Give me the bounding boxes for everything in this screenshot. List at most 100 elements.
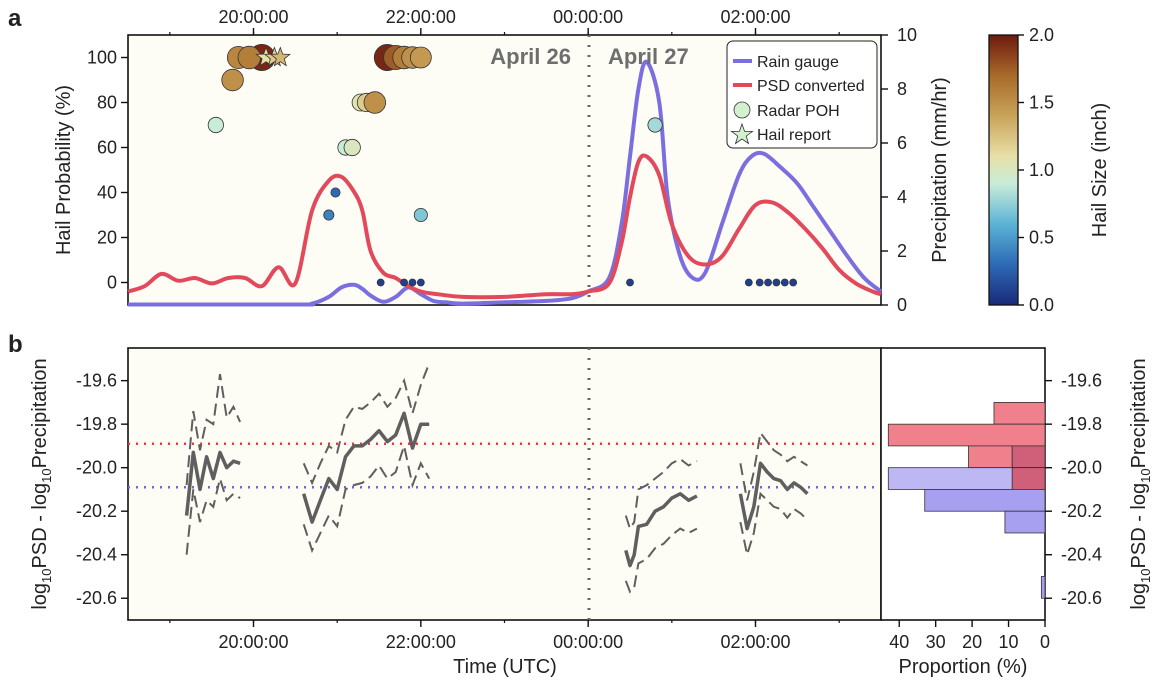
histogram-bars: [887, 401, 1046, 599]
tick-label: -19.8: [1061, 414, 1102, 434]
radar-poh-point: [626, 278, 634, 287]
radar-poh-point: [647, 117, 663, 133]
date-label-april-27: April 27: [608, 44, 689, 69]
histogram-bar-rain: [1040, 576, 1046, 599]
tick-label: 20: [97, 228, 117, 248]
radar-poh-point: [400, 278, 409, 287]
panel-b-letter: b: [8, 331, 23, 358]
histogram-bar-overlap: [1011, 445, 1046, 469]
radar-poh-point: [780, 278, 789, 287]
upper-bound-line: [302, 362, 431, 486]
histogram-bar-rain: [1004, 510, 1046, 534]
panel-a-left-ylabel: Hail Probability (%): [53, 85, 75, 255]
legend-label-hail-report: Hail report: [757, 127, 831, 144]
radar-poh-point: [221, 68, 244, 92]
histogram-axes: 40 30 20 10 0 -19.6 -19.8 -20.0 -20.2 -20.4 -20.6: [889, 371, 1102, 652]
panel-a-right-ylabel: Precipitation (mm/hr): [929, 77, 951, 263]
radar-poh-point: [416, 278, 425, 287]
radar-poh-point: [363, 91, 387, 114]
tick-label: 8: [897, 79, 907, 99]
tick-label: 22:00:00: [386, 632, 456, 652]
tick-label: 60: [97, 138, 117, 158]
legend-swatch-radar-poh: [733, 101, 751, 119]
panel-a-right-axis: 0 2 4 6 8 10: [881, 25, 917, 315]
tick-label: 80: [97, 93, 117, 113]
tick-label: 2: [897, 241, 907, 261]
tick-label: -20.0: [1061, 458, 1102, 478]
tick-label: -20.4: [76, 545, 117, 565]
histogram-bar-psd: [887, 423, 1046, 447]
radar-poh-point: [413, 207, 428, 222]
tick-label: -20.6: [1061, 588, 1102, 608]
histogram-bar-overlap: [1011, 467, 1046, 490]
tick-label: -19.6: [1061, 371, 1102, 391]
radar-poh-point: [237, 45, 262, 70]
tick-label: 2.0: [1029, 25, 1054, 45]
tick-label: 00:00:00: [553, 632, 623, 652]
tick-label: 6: [897, 133, 907, 153]
panel-b-xlabel: Time (UTC): [453, 656, 557, 678]
upper-bound-line: [185, 373, 242, 486]
tick-label: -20.6: [76, 588, 117, 608]
legend-label-radar-poh: Radar POH: [757, 103, 840, 120]
legend-label-psd-converted: PSD converted: [757, 78, 865, 95]
date-label-april-26: April 26: [490, 44, 571, 69]
tick-label: -20.2: [76, 501, 117, 521]
panel-b-reference-lines: [128, 442, 881, 489]
panel-a: April 26 April 27 0 20 40 60 80 100 0 2 4 6 8 10 2…: [53, 7, 951, 315]
radar-poh-point: [764, 278, 772, 287]
histogram-panel: 40 30 20 10 0-19.6-19.8-20.0-20.2-20.4-20.6 …: [880, 347, 1153, 678]
lower-bound-line: [739, 491, 809, 555]
tick-label: 1.0: [1029, 160, 1054, 180]
panel-b-ylabel: log10PSD - log10Precipitation: [29, 358, 54, 609]
radar-poh-point: [409, 46, 432, 69]
tick-label: 30: [926, 632, 946, 652]
tick-label: 1.5: [1029, 93, 1054, 113]
histogram-bar-psd: [993, 401, 1046, 425]
colorbar-ticks: 0.0 0.5 1.0 1.5 2.0: [1018, 25, 1054, 315]
tick-label: -19.6: [76, 371, 117, 391]
radar-poh-point: [755, 278, 764, 287]
panel-a-series-layer: [127, 59, 883, 307]
radar-poh-point: [330, 187, 341, 198]
panel-b-series-layer: [184, 362, 809, 594]
colorbar-gradient: [988, 34, 1019, 306]
histogram-ylabel: log10PSD - log10Precipitation: [1128, 358, 1153, 609]
tick-label: 22:00:00: [386, 7, 456, 27]
tick-label: 100: [87, 48, 117, 68]
panel-b: -19.6-19.8-20.0-20.2-20.4-20.6 20:00:00 2…: [29, 347, 882, 678]
tick-label: 0: [107, 273, 117, 293]
panel-b-bottom-axis: 20:00:00 22:00:00 00:00:00 02:00:00: [169, 620, 840, 652]
tick-label: 0.5: [1029, 228, 1054, 248]
colorbar: 0.0 0.5 1.0 1.5 2.0 Hail Size (inch): [988, 25, 1111, 315]
series-line-rain-gauge: [127, 59, 883, 307]
median-line: [302, 411, 430, 524]
radar-poh-point: [376, 278, 385, 287]
median-line: [624, 492, 698, 568]
tick-label: 10: [897, 25, 917, 45]
radar-poh-point: [323, 209, 335, 221]
panel-a-letter: a: [8, 5, 22, 32]
tick-label: 0: [897, 295, 907, 315]
tick-label: 40: [97, 183, 117, 203]
radar-poh-point: [207, 116, 224, 134]
tick-label: 10: [999, 632, 1019, 652]
tick-label: 02:00:00: [720, 632, 790, 652]
radar-poh-point: [744, 278, 753, 287]
series-line-psd-converted: [127, 153, 882, 300]
histogram-bar-rain: [924, 489, 1046, 512]
panel-a-top-axis: 20:00:00 22:00:00 00:00:00 02:00:00: [169, 7, 840, 35]
tick-label: 0.0: [1029, 295, 1054, 315]
panel-a-legend: Rain gauge PSD converted Radar POH Hail …: [726, 40, 878, 149]
upper-bound-line: [739, 430, 808, 501]
tick-label: 02:00:00: [720, 7, 790, 27]
panel-a-left-axis: 0 20 40 60 80 100: [87, 48, 128, 293]
histogram-xlabel: Proportion (%): [899, 656, 1028, 678]
legend-box: [726, 40, 878, 149]
panel-b-left-axis: -19.6 -19.8 -20.0 -20.2 -20.4 -20.6: [76, 371, 128, 608]
tick-label: 00:00:00: [553, 7, 623, 27]
hail-report-point: [269, 46, 291, 67]
lower-bound-line: [185, 474, 241, 555]
panel-b-plot-area: [127, 347, 882, 621]
